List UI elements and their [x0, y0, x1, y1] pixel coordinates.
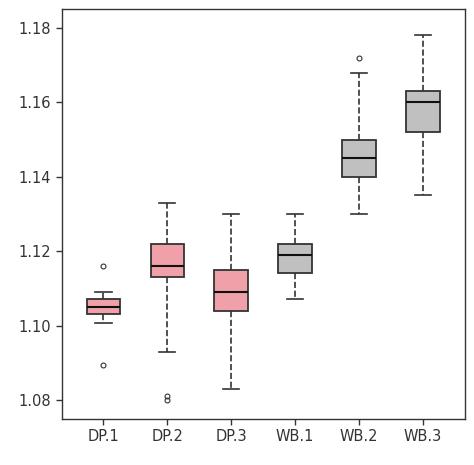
PathPatch shape [214, 270, 248, 311]
PathPatch shape [342, 140, 375, 177]
PathPatch shape [406, 91, 439, 132]
PathPatch shape [278, 244, 312, 273]
PathPatch shape [87, 299, 120, 314]
PathPatch shape [151, 244, 184, 277]
